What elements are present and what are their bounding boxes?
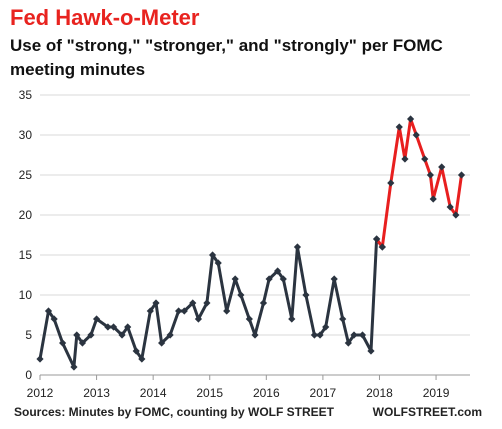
data-point-marker bbox=[138, 355, 146, 363]
x-tick-label: 2014 bbox=[140, 386, 167, 400]
data-point-marker bbox=[59, 339, 67, 347]
data-point-marker bbox=[401, 155, 409, 163]
data-point-marker bbox=[73, 331, 81, 339]
data-point-marker bbox=[194, 315, 203, 323]
data-point-marker bbox=[166, 331, 174, 339]
data-point-marker bbox=[203, 299, 211, 307]
data-point-marker bbox=[146, 307, 154, 315]
x-tick-label: 2017 bbox=[310, 386, 337, 400]
data-point-marker bbox=[457, 171, 466, 179]
data-point-marker bbox=[189, 299, 197, 307]
data-point-marker bbox=[237, 291, 245, 299]
source-note: Sources: Minutes by FOMC, counting by WO… bbox=[14, 405, 335, 419]
data-point-marker bbox=[339, 315, 347, 323]
data-point-marker bbox=[310, 331, 319, 339]
data-point-marker bbox=[373, 235, 381, 243]
data-point-marker bbox=[395, 123, 403, 131]
brand-label: WOLFSTREET.com bbox=[372, 405, 482, 419]
x-tick-label: 2018 bbox=[366, 386, 393, 400]
data-point-marker bbox=[265, 275, 273, 283]
data-point-marker bbox=[124, 323, 132, 331]
data-point-marker bbox=[180, 307, 188, 315]
y-tick-label: 5 bbox=[25, 328, 32, 342]
data-point-marker bbox=[70, 363, 78, 371]
data-point-marker bbox=[367, 347, 375, 355]
data-point-marker bbox=[92, 315, 101, 323]
data-point-marker bbox=[429, 195, 437, 203]
data-point-marker bbox=[245, 315, 253, 323]
y-tick-label: 20 bbox=[19, 208, 33, 222]
y-tick-label: 0 bbox=[25, 368, 32, 382]
y-tick-label: 15 bbox=[19, 248, 33, 262]
data-point-marker bbox=[78, 339, 87, 347]
data-point-marker bbox=[421, 155, 429, 163]
data-point-marker bbox=[293, 243, 302, 251]
y-tick-label: 10 bbox=[19, 288, 33, 302]
y-tick-label: 25 bbox=[19, 168, 33, 182]
data-point-marker bbox=[274, 267, 282, 275]
data-point-marker bbox=[214, 259, 222, 267]
data-point-marker bbox=[412, 131, 420, 139]
data-point-marker bbox=[36, 355, 44, 363]
data-point-marker bbox=[350, 331, 358, 339]
data-point-marker bbox=[426, 171, 434, 179]
data-point-marker bbox=[259, 299, 268, 307]
data-point-marker bbox=[322, 323, 330, 331]
data-point-marker bbox=[109, 323, 118, 331]
series-line bbox=[38, 237, 384, 369]
data-point-marker bbox=[132, 347, 140, 355]
data-point-marker bbox=[344, 339, 352, 347]
data-point-marker bbox=[279, 275, 287, 283]
data-point-marker bbox=[231, 275, 239, 283]
data-point-marker bbox=[302, 291, 310, 299]
data-point-marker bbox=[158, 339, 166, 347]
x-tick-label: 2013 bbox=[83, 386, 110, 400]
data-point-marker bbox=[378, 243, 386, 251]
data-point-marker bbox=[50, 315, 58, 323]
chart-subtitle: Use of "strong," "stronger," and "strong… bbox=[10, 36, 443, 79]
data-point-marker bbox=[288, 315, 296, 323]
x-tick-label: 2016 bbox=[253, 386, 280, 400]
y-tick-label: 30 bbox=[19, 128, 33, 142]
data-point-marker bbox=[175, 307, 183, 315]
data-point-marker bbox=[44, 307, 53, 315]
series-line bbox=[375, 117, 463, 249]
y-tick-label: 35 bbox=[19, 88, 33, 102]
data-point-marker bbox=[87, 331, 95, 339]
data-point-marker bbox=[406, 115, 415, 123]
data-point-marker bbox=[208, 251, 217, 259]
data-point-marker bbox=[358, 331, 367, 339]
data-point-marker bbox=[104, 323, 112, 331]
data-point-marker bbox=[316, 331, 324, 339]
x-tick-label: 2015 bbox=[196, 386, 223, 400]
chart-title: Fed Hawk-o-Meter bbox=[10, 5, 200, 30]
data-point-marker bbox=[387, 179, 395, 187]
data-point-marker bbox=[452, 211, 460, 219]
x-tick-label: 2019 bbox=[423, 386, 450, 400]
x-tick-label: 2012 bbox=[27, 386, 54, 400]
data-point-marker bbox=[446, 203, 454, 211]
data-point-marker bbox=[330, 275, 338, 283]
data-point-marker bbox=[118, 331, 126, 339]
data-point-marker bbox=[223, 307, 231, 315]
data-point-marker bbox=[251, 331, 259, 339]
data-point-marker bbox=[438, 163, 446, 171]
data-point-marker bbox=[152, 299, 160, 307]
